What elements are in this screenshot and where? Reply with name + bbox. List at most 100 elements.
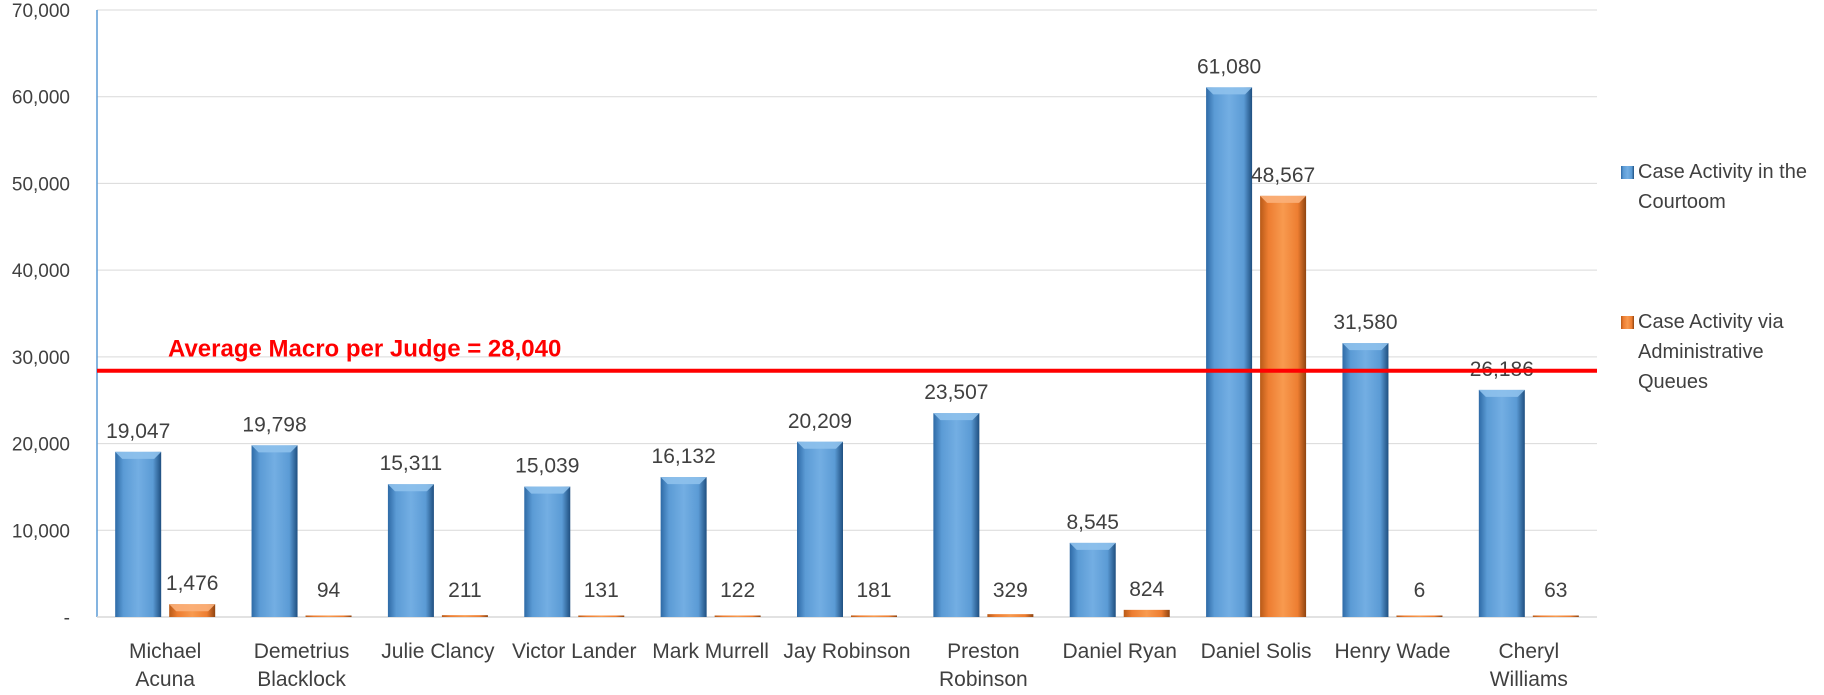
bar-courtroom	[524, 486, 571, 617]
x-tick-label: Mark Murrell	[652, 640, 769, 663]
bar-body	[714, 615, 761, 617]
x-tick-label: Preston	[947, 640, 1019, 663]
bar-body	[115, 451, 162, 617]
bar-bevel	[387, 484, 434, 492]
data-label: 131	[584, 579, 619, 602]
data-labels: 19,047 1,476 19,798 94 15,311 211 15,039 131 16,…	[106, 55, 1567, 602]
bar-body	[660, 477, 707, 617]
bar-body	[1260, 195, 1307, 617]
legend-label: Case Activity via	[1638, 311, 1784, 333]
bar-admin-queues	[169, 604, 216, 617]
data-label: 31,580	[1333, 311, 1397, 334]
data-label: 6	[1414, 579, 1426, 602]
bar-body	[1532, 615, 1579, 617]
bar-bevel	[115, 451, 162, 459]
y-tick-label: 60,000	[12, 88, 70, 109]
bar-body	[1123, 609, 1170, 617]
x-tick-label: Demetrius	[254, 640, 350, 663]
data-label: 15,039	[515, 455, 579, 478]
bar-bevel	[1069, 542, 1116, 550]
bar-body	[387, 484, 434, 617]
bars	[115, 87, 1579, 618]
bar-admin-queues	[441, 615, 488, 617]
bar-courtroom	[251, 445, 298, 617]
bar-body	[1396, 615, 1443, 617]
x-tick-label: Acuna	[135, 668, 195, 690]
bar-body	[1342, 343, 1389, 617]
bar-admin-queues	[305, 615, 352, 617]
data-label: 15,311	[380, 452, 443, 475]
legend-item-courtroom: Case Activity in the Courtoom	[1621, 161, 1807, 213]
bar-courtroom	[387, 484, 434, 617]
data-label: 122	[720, 579, 755, 602]
legend-swatch	[1621, 166, 1634, 179]
x-tick-label: Blacklock	[257, 668, 346, 690]
bar-body	[797, 441, 843, 617]
bar-body	[1069, 542, 1116, 617]
bar-courtroom	[797, 441, 843, 617]
average-line-label: Average Macro per Judge = 28,040	[168, 336, 561, 363]
legend-swatch	[1621, 316, 1634, 329]
x-tick-label: Daniel Ryan	[1063, 640, 1177, 663]
bar-bevel	[797, 441, 843, 449]
bar-body	[305, 615, 352, 617]
data-label: 181	[856, 579, 891, 602]
gridlines	[97, 9, 1597, 618]
x-tick-label: Henry Wade	[1334, 640, 1450, 663]
bar-admin-queues	[851, 615, 897, 617]
data-label: 48,567	[1251, 164, 1315, 187]
x-tick-label: Michael	[129, 640, 201, 663]
legend-label: Administrative	[1638, 341, 1764, 363]
y-tick-label: 70,000	[12, 1, 70, 22]
legend-label: Queues	[1638, 371, 1708, 393]
bar-admin-queues	[1532, 615, 1579, 617]
bar-body	[933, 413, 980, 617]
bar-admin-queues	[1123, 609, 1170, 617]
bar-admin-queues	[578, 615, 625, 617]
data-label: 19,798	[242, 413, 306, 436]
data-label: 63	[1544, 579, 1567, 602]
bar-body	[851, 615, 897, 617]
bar-bevel	[660, 477, 707, 485]
bar-bevel	[1206, 87, 1253, 95]
y-tick-label: 30,000	[12, 348, 70, 369]
bar-body	[1478, 389, 1525, 617]
bar-body	[578, 615, 625, 617]
data-label: 20,209	[788, 410, 852, 433]
y-tick-label: -	[64, 608, 70, 629]
bar-admin-queues	[987, 614, 1034, 617]
data-label: 16,132	[652, 445, 716, 468]
x-tick-label: Robinson	[939, 668, 1028, 690]
bar-admin-queues	[1396, 615, 1443, 617]
bar-bevel	[1478, 389, 1525, 397]
y-tick-label: 20,000	[12, 435, 70, 456]
bar-bevel	[524, 486, 571, 494]
bar-courtroom	[1069, 542, 1116, 617]
bar-courtroom	[115, 451, 162, 617]
bar-courtroom	[660, 477, 707, 617]
bar-admin-queues	[714, 615, 761, 617]
bar-body	[251, 445, 298, 617]
bar-courtroom	[933, 413, 980, 617]
data-label: 61,080	[1197, 55, 1261, 78]
x-tick-label: Jay Robinson	[783, 640, 910, 663]
x-tick-label: Cheryl	[1498, 640, 1559, 663]
bar-body	[524, 486, 571, 617]
data-label: 94	[317, 579, 341, 602]
legend-label: Case Activity in the	[1638, 161, 1807, 183]
bar-courtroom	[1478, 389, 1525, 617]
data-label: 1,476	[166, 572, 219, 595]
data-label: 19,047	[106, 420, 170, 443]
bar-body	[987, 614, 1034, 617]
bar-bevel	[1342, 343, 1389, 351]
legend-item-admin-queues: Case Activity via Administrative Queues	[1621, 311, 1784, 393]
y-tick-label: 40,000	[12, 261, 70, 282]
x-tick-label: Williams	[1490, 668, 1568, 690]
x-tick-label: Daniel Solis	[1201, 640, 1312, 663]
x-tick-label: Victor Lander	[512, 640, 637, 663]
bar-bevel	[933, 413, 980, 421]
bar-bevel	[169, 604, 216, 612]
bar-body	[441, 615, 488, 617]
